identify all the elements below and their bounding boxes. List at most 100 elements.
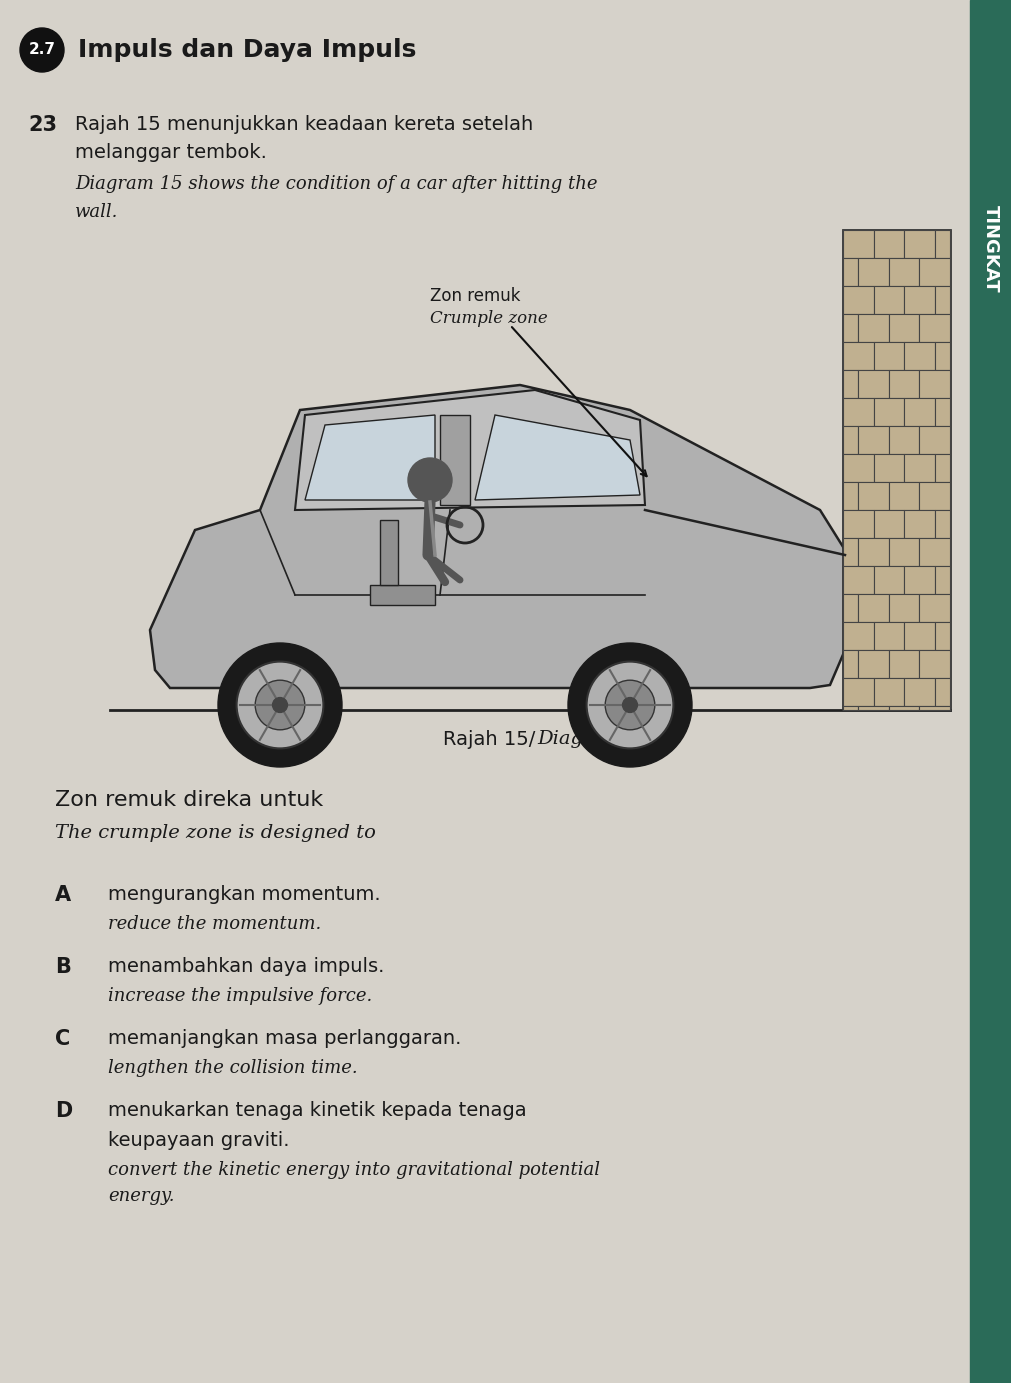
Bar — [440, 415, 469, 505]
Text: convert the kinetic energy into gravitational potential: convert the kinetic energy into gravitat… — [108, 1160, 600, 1178]
Bar — [842, 426, 857, 454]
Circle shape — [20, 28, 64, 72]
Bar — [903, 398, 934, 426]
Bar — [903, 566, 934, 595]
Circle shape — [605, 680, 654, 730]
Bar — [842, 314, 857, 342]
Bar — [903, 342, 934, 371]
Bar — [888, 483, 919, 510]
Bar — [903, 510, 934, 538]
Bar — [842, 705, 857, 709]
Bar — [872, 342, 903, 371]
Bar — [872, 678, 903, 705]
Bar — [857, 483, 888, 510]
Bar — [919, 371, 949, 398]
Text: Zon remuk direka untuk: Zon remuk direka untuk — [55, 790, 323, 810]
Bar — [919, 650, 949, 678]
Bar — [934, 454, 949, 483]
Bar — [842, 566, 872, 595]
Bar — [903, 454, 934, 483]
Bar — [857, 705, 888, 709]
Circle shape — [272, 697, 287, 712]
Text: TINGKAT: TINGKAT — [981, 205, 999, 293]
Text: B: B — [55, 957, 71, 976]
Bar — [919, 259, 949, 286]
Text: reduce the momentum.: reduce the momentum. — [108, 916, 320, 934]
Bar — [379, 520, 397, 585]
Text: menambahkan daya impuls.: menambahkan daya impuls. — [108, 957, 384, 976]
Bar — [888, 426, 919, 454]
Bar — [857, 314, 888, 342]
Bar — [872, 454, 903, 483]
Bar — [857, 259, 888, 286]
Bar — [903, 678, 934, 705]
Bar — [919, 314, 949, 342]
Bar — [857, 595, 888, 622]
Bar — [903, 230, 934, 259]
Bar — [872, 230, 903, 259]
Bar — [934, 398, 949, 426]
Bar — [888, 538, 919, 566]
Bar — [969, 0, 1011, 1383]
Polygon shape — [474, 415, 639, 501]
Bar — [888, 650, 919, 678]
Text: energy.: energy. — [108, 1187, 174, 1205]
Text: wall.: wall. — [75, 203, 118, 221]
Bar — [919, 426, 949, 454]
Bar — [888, 595, 919, 622]
Bar — [842, 286, 872, 314]
Circle shape — [217, 643, 342, 768]
Bar — [842, 678, 872, 705]
Bar — [370, 585, 435, 604]
Bar — [857, 538, 888, 566]
Text: Crumple zone: Crumple zone — [430, 310, 547, 326]
Bar — [872, 286, 903, 314]
Bar — [934, 622, 949, 650]
Circle shape — [622, 697, 637, 712]
Polygon shape — [295, 390, 644, 510]
Text: Rajah 15/: Rajah 15/ — [442, 730, 535, 750]
Text: keupayaan graviti.: keupayaan graviti. — [108, 1131, 289, 1151]
Text: menukarkan tenaga kinetik kepada tenaga: menukarkan tenaga kinetik kepada tenaga — [108, 1101, 526, 1120]
Text: lengthen the collision time.: lengthen the collision time. — [108, 1059, 357, 1077]
Bar — [934, 286, 949, 314]
Text: increase the impulsive force.: increase the impulsive force. — [108, 987, 372, 1005]
Bar — [842, 371, 857, 398]
Bar — [934, 342, 949, 371]
Bar — [842, 342, 872, 371]
Text: C: C — [55, 1029, 70, 1048]
Text: melanggar tembok.: melanggar tembok. — [75, 142, 267, 162]
Bar — [903, 286, 934, 314]
Bar — [934, 510, 949, 538]
Bar — [919, 705, 949, 709]
Circle shape — [586, 661, 672, 748]
Text: Impuls dan Daya Impuls: Impuls dan Daya Impuls — [78, 37, 416, 62]
Circle shape — [255, 680, 304, 730]
Text: Zon remuk: Zon remuk — [430, 288, 520, 306]
Text: 23: 23 — [28, 115, 57, 136]
Text: 2.7: 2.7 — [28, 43, 56, 58]
Circle shape — [407, 458, 452, 502]
Text: A: A — [55, 885, 71, 904]
Bar — [842, 622, 872, 650]
Bar — [872, 510, 903, 538]
Bar — [842, 230, 949, 709]
Bar — [842, 483, 857, 510]
Bar — [857, 650, 888, 678]
Text: The crumple zone is designed to: The crumple zone is designed to — [55, 824, 375, 842]
Bar — [857, 426, 888, 454]
Bar — [888, 314, 919, 342]
Bar — [919, 483, 949, 510]
Polygon shape — [150, 384, 844, 687]
Bar — [872, 566, 903, 595]
Bar — [872, 622, 903, 650]
Bar — [888, 705, 919, 709]
Bar — [857, 371, 888, 398]
Bar — [934, 678, 949, 705]
Bar — [842, 510, 872, 538]
Text: Diagram 15 shows the condition of a car after hitting the: Diagram 15 shows the condition of a car … — [75, 176, 596, 194]
Bar — [903, 622, 934, 650]
Bar — [934, 230, 949, 259]
Polygon shape — [304, 415, 435, 501]
Text: Diagram 15: Diagram 15 — [537, 730, 653, 748]
